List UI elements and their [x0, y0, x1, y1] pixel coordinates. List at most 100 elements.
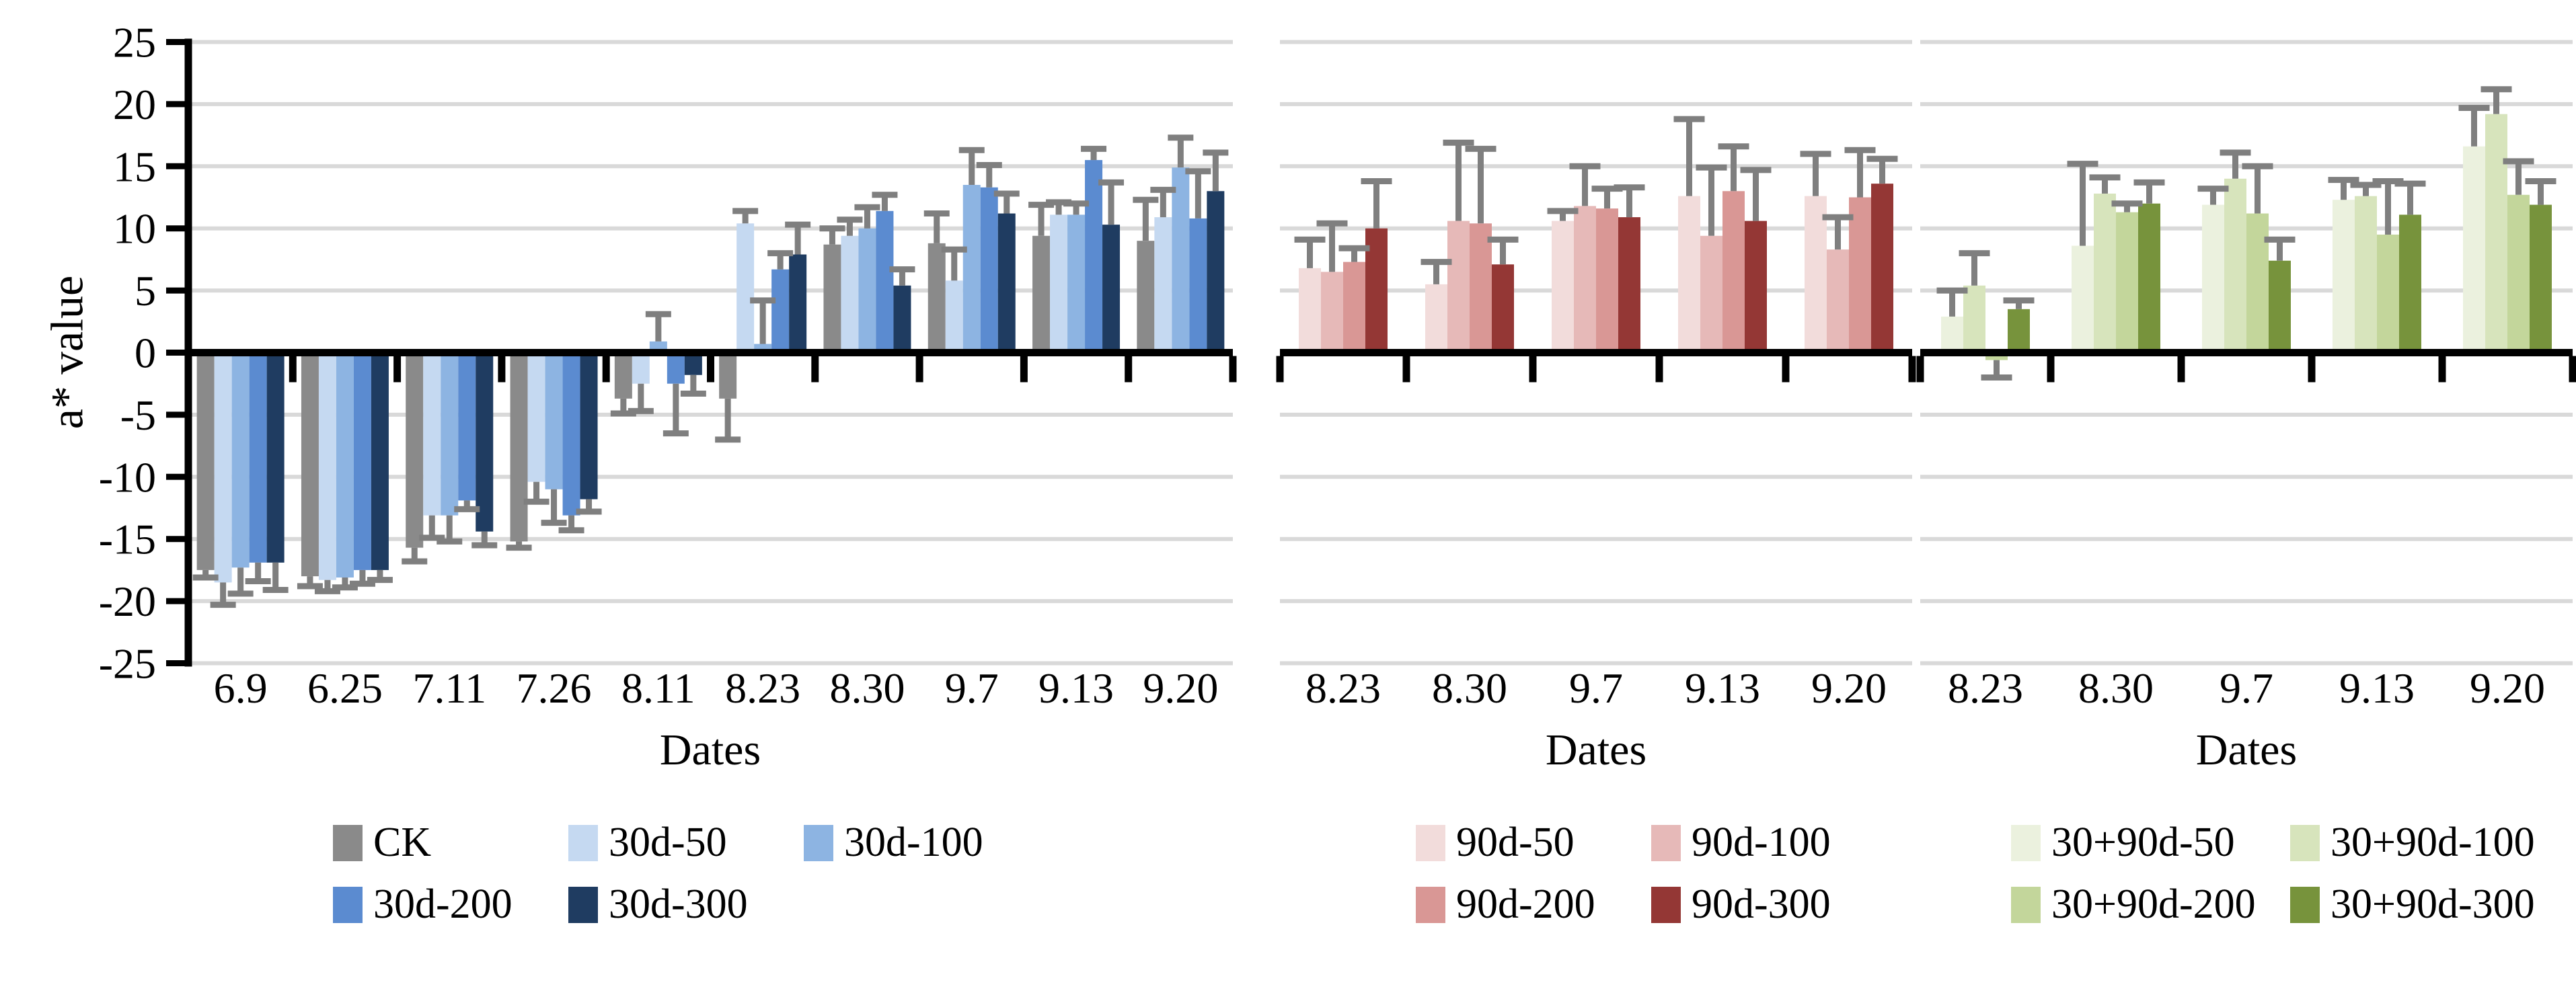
- legend-item-30+90d-50: 30+90d-50: [2011, 819, 2235, 867]
- legend-swatch-30d-300: [568, 886, 598, 923]
- legend-label-30+90d-100: 30+90d-100: [2331, 820, 2535, 865]
- bar-30d-50-8.30: [841, 235, 859, 353]
- legend-swatch-30+90d-200: [2011, 886, 2041, 923]
- bar-30d-300-7.26: [580, 352, 598, 500]
- legend-item-90d-50: 90d-50: [1416, 819, 1575, 867]
- bar-30d-200-6.25: [353, 352, 371, 570]
- bar-30d-200-8.11: [667, 352, 685, 384]
- bar-30+90d-50-8.23: [1941, 316, 1963, 353]
- legend-label-CK: CK: [373, 820, 432, 865]
- bar-30d-200-9.13: [1085, 160, 1103, 353]
- x-tick-label-9.7: 9.7: [945, 664, 999, 712]
- bar-30+90d-100-8.23: [1963, 285, 1985, 353]
- legend-label-30+90d-200: 30+90d-200: [2051, 881, 2256, 927]
- y-tick-label--20: -20: [99, 578, 156, 625]
- bar-CK-6.9: [196, 352, 215, 570]
- bar-30d-50-6.9: [214, 352, 232, 583]
- bar-30+90d-300-9.20: [2530, 204, 2552, 353]
- bar-30d-300-6.25: [371, 352, 389, 570]
- x-tick-label-6.25: 6.25: [307, 664, 383, 712]
- bar-30d-50-7.11: [423, 352, 441, 516]
- legend-label-30+90d-300: 30+90d-300: [2331, 881, 2535, 927]
- x-tick-label-8.11: 8.11: [621, 664, 695, 712]
- x-tick-label-8.30: 8.30: [1432, 664, 1507, 712]
- legend-label-90d-200: 90d-200: [1456, 881, 1595, 927]
- legend-item-30d-50: 30d-50: [568, 819, 727, 867]
- bar-chart-svg: 6.9 6.25 7.11 7.26 8.11 8.23 8.30 9.7 9.13 9.20 25…: [99, 19, 2576, 712]
- legend-item-90d-100: 90d-100: [1651, 819, 1831, 867]
- y-tick-label-0: 0: [135, 329, 156, 377]
- bar-30+90d-200-9.7: [2246, 213, 2269, 353]
- bar-CK-6.25: [301, 352, 319, 577]
- bar-CK-8.23: [719, 352, 737, 399]
- bar-30+90d-200-8.30: [2116, 212, 2138, 353]
- bar-30+90d-200-8.23: [1985, 352, 2008, 360]
- bar-30d-300-9.20: [1207, 191, 1225, 353]
- bar-30+90d-300-9.7: [2269, 260, 2291, 353]
- bar-90d-50-8.23: [1299, 268, 1321, 353]
- legend-swatch-30+90d-100: [2290, 824, 2320, 861]
- legend-label-30d-200: 30d-200: [373, 881, 513, 927]
- legend-label-90d-50: 90d-50: [1456, 820, 1575, 865]
- bar-30+90d-200-9.20: [2507, 194, 2530, 353]
- bar-30d-100-9.20: [1172, 167, 1190, 353]
- legend-swatch-30+90d-50: [2011, 824, 2041, 861]
- bar-90d-100-9.13: [1700, 235, 1722, 353]
- legend-swatch-30+90d-300: [2290, 886, 2320, 923]
- y-tick-label--10: -10: [99, 453, 156, 501]
- bar-30d-300-9.7: [997, 213, 1016, 353]
- bar-CK-9.13: [1032, 235, 1051, 353]
- legend-label-30d-100: 30d-100: [844, 820, 983, 865]
- bar-30d-100-8.30: [858, 228, 876, 353]
- bar-30d-50-9.13: [1050, 214, 1068, 353]
- x-tick-label-8.23: 8.23: [1305, 664, 1381, 712]
- x-tick-label-9.13: 9.13: [1685, 664, 1760, 712]
- bar-CK-7.11: [406, 352, 424, 548]
- x-axis-title-panel-2: Dates: [1545, 725, 1647, 774]
- bar-90d-200-9.20: [1849, 197, 1871, 353]
- bar-30d-50-6.25: [318, 352, 336, 580]
- bar-90d-100-8.23: [1321, 272, 1343, 353]
- y-tick-label-20: 20: [113, 81, 156, 128]
- x-tick-label-9.7: 9.7: [1569, 664, 1623, 712]
- bar-30+90d-200-9.13: [2377, 234, 2399, 353]
- bar-30d-200-6.9: [249, 352, 267, 563]
- legend-label-90d-300: 90d-300: [1692, 881, 1831, 927]
- bar-90d-100-9.20: [1827, 249, 1849, 353]
- bar-30+90d-300-8.30: [2138, 203, 2160, 353]
- panel-2: 8.23 8.30 9.7 9.13 9.20: [1276, 40, 1916, 712]
- bar-90d-50-8.30: [1425, 284, 1447, 353]
- bar-30d-300-7.11: [476, 352, 494, 532]
- x-tick-label-9.13: 9.13: [1038, 664, 1114, 712]
- bar-90d-300-9.20: [1871, 184, 1893, 353]
- bar-30d-200-9.20: [1189, 218, 1207, 353]
- bar-30d-200-9.7: [980, 187, 998, 353]
- legend-item-30+90d-200: 30+90d-200: [2011, 881, 2256, 928]
- x-tick-label-9.20: 9.20: [1811, 664, 1887, 712]
- bar-90d-50-9.20: [1805, 196, 1827, 353]
- bar-30d-100-6.9: [231, 352, 250, 568]
- legend-swatch-90d-50: [1416, 824, 1445, 861]
- bar-30+90d-100-8.30: [2094, 193, 2116, 353]
- legend-item-30d-300: 30d-300: [568, 881, 748, 928]
- bar-30d-50-8.23: [736, 223, 755, 353]
- bar-30+90d-50-9.20: [2463, 146, 2485, 353]
- x-tick-label-6.9: 6.9: [214, 664, 268, 712]
- legend-swatch-90d-100: [1651, 824, 1681, 861]
- bar-90d-200-8.30: [1470, 223, 1492, 353]
- legend-item-90d-300: 90d-300: [1651, 881, 1831, 928]
- bar-30d-100-6.25: [336, 352, 354, 578]
- bar-90d-200-9.13: [1722, 191, 1745, 353]
- bar-CK-9.20: [1137, 241, 1155, 353]
- legend-label-30d-300: 30d-300: [609, 881, 748, 927]
- bar-90d-50-9.13: [1678, 196, 1700, 353]
- bar-30d-200-7.11: [458, 352, 476, 501]
- bar-90d-200-8.23: [1343, 262, 1365, 353]
- bar-90d-300-9.13: [1745, 221, 1767, 353]
- legend-swatch-90d-300: [1651, 886, 1681, 923]
- legend-swatch-30d-50: [568, 824, 598, 861]
- legend-item-30d-200: 30d-200: [333, 881, 513, 928]
- bar-90d-50-9.7: [1552, 221, 1574, 353]
- bar-30d-200-8.23: [771, 269, 790, 353]
- bar-90d-200-9.7: [1596, 208, 1618, 353]
